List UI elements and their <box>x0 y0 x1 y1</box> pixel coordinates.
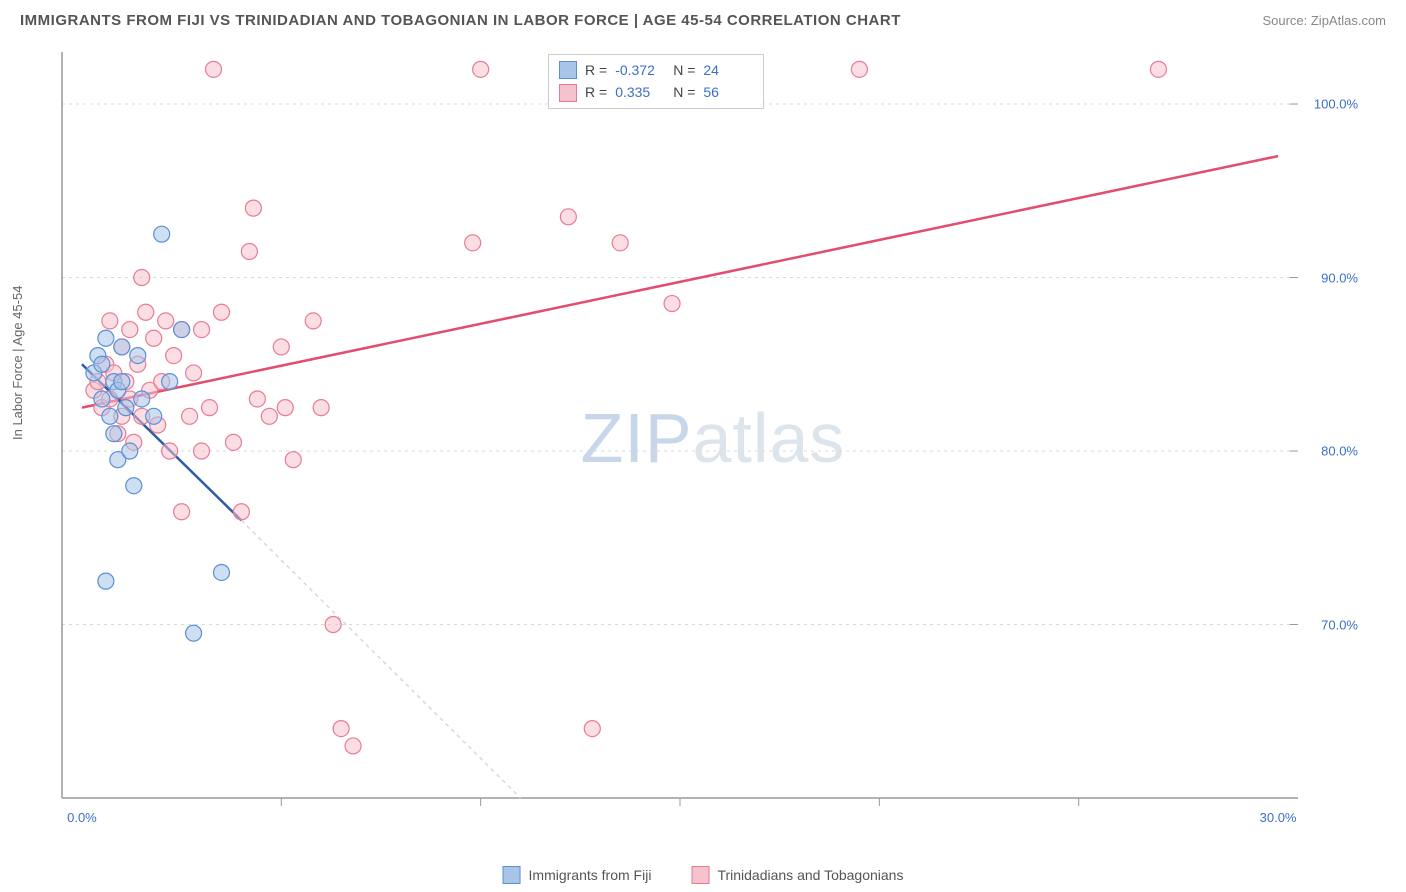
swatch-fiji <box>559 61 577 79</box>
stats-row-fiji: R = -0.372 N = 24 <box>559 59 753 81</box>
stats-row-trinidad: R = 0.335 N = 56 <box>559 81 753 103</box>
legend-label-trinidad: Trinidadians and Tobagonians <box>717 867 903 883</box>
n-label: N = <box>673 59 695 81</box>
trinidad-n-value: 56 <box>703 81 753 103</box>
swatch-fiji-icon <box>503 866 521 884</box>
chart-header: IMMIGRANTS FROM FIJI VS TRINIDADIAN AND … <box>0 0 1406 37</box>
y-tick-label: 70.0% <box>1321 617 1358 632</box>
chart-plot-area: ZIPatlas R = -0.372 N = 24 R = 0.335 N =… <box>58 48 1368 828</box>
y-tick-label: 100.0% <box>1314 97 1358 112</box>
swatch-trinidad-icon <box>691 866 709 884</box>
legend-item-fiji: Immigrants from Fiji <box>503 866 652 884</box>
legend-label-fiji: Immigrants from Fiji <box>529 867 652 883</box>
y-axis-label: In Labor Force | Age 45-54 <box>10 286 25 440</box>
stats-legend: R = -0.372 N = 24 R = 0.335 N = 56 <box>548 54 764 109</box>
x-tick-label: 30.0% <box>1260 810 1297 825</box>
x-tick-label: 0.0% <box>67 810 97 825</box>
y-tick-label: 80.0% <box>1321 444 1358 459</box>
n-label: N = <box>673 81 695 103</box>
fiji-r-value: -0.372 <box>615 59 665 81</box>
trinidad-r-value: 0.335 <box>615 81 665 103</box>
chart-title: IMMIGRANTS FROM FIJI VS TRINIDADIAN AND … <box>20 12 901 29</box>
fiji-n-value: 24 <box>703 59 753 81</box>
swatch-trinidad <box>559 84 577 102</box>
legend-item-trinidad: Trinidadians and Tobagonians <box>691 866 903 884</box>
y-tick-label: 90.0% <box>1321 270 1358 285</box>
r-label: R = <box>585 81 607 103</box>
scatter-chart <box>58 48 1368 828</box>
bottom-legend: Immigrants from Fiji Trinidadians and To… <box>503 866 904 884</box>
r-label: R = <box>585 59 607 81</box>
chart-source: Source: ZipAtlas.com <box>1262 13 1386 28</box>
